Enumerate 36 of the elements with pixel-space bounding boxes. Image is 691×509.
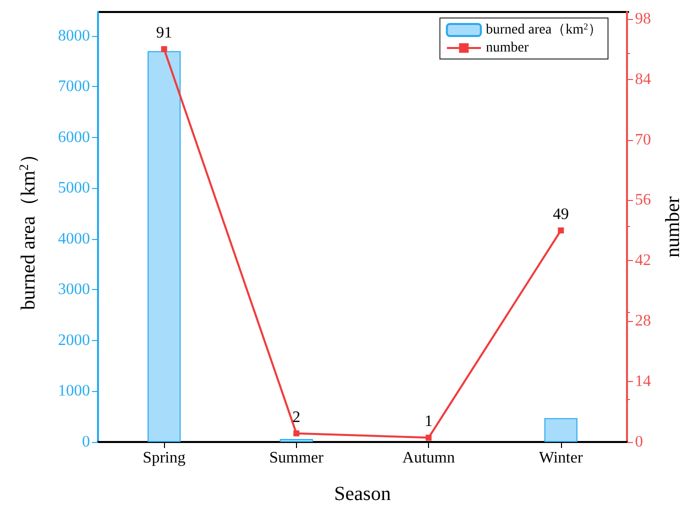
y-tick-label: 2000 [58,332,90,349]
y2-tick-label: 70 [635,131,651,148]
x-tick-label: Summer [269,450,324,466]
y2-tick-label: 84 [635,70,651,88]
data-label: 1 [424,413,433,430]
bar [280,438,313,442]
y2-tick-label: 0 [635,434,643,450]
y-axis-title: burned area（km2） [16,144,40,310]
x-tick-label: Autumn [402,450,455,466]
point [161,46,168,52]
data-label: 49 [552,206,569,223]
bar [544,418,578,442]
y2-tick-label: 98 [635,10,651,28]
data-label: 2 [292,408,300,426]
y2-tick-label: 14 [635,373,651,390]
y2-axis-title: number [662,196,684,258]
legend-label: number [486,40,529,56]
x-tick-label: Winter [538,450,584,466]
x-axis-title: Season [334,483,391,505]
y-tick-label: 1000 [58,382,90,400]
y2-tick-label: 28 [635,312,651,330]
point [426,434,432,441]
point [293,430,300,436]
y-tick-label: 4000 [58,230,90,248]
point [558,227,564,234]
y-tick-label: 6000 [58,128,90,146]
bar [148,51,181,442]
y2-tick-label: 56 [635,192,651,209]
x-tick-label: Spring [142,450,186,466]
y-tick-label: 7000 [58,78,90,96]
y-tick-label: 8000 [58,27,90,44]
y-tick-label: 0 [82,434,90,450]
y2-tick-label: 42 [635,252,651,270]
y-tick-label: 3000 [58,281,90,298]
data-label: 91 [156,24,172,42]
y-tick-label: 5000 [58,180,90,197]
